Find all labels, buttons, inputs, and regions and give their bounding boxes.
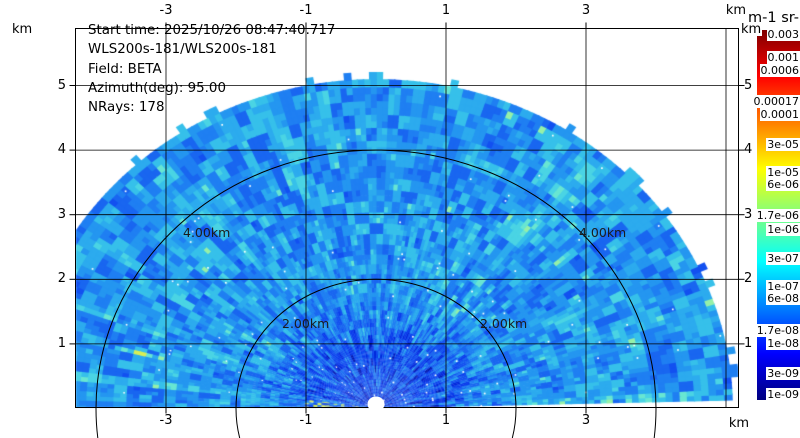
range-ring-label-left: 4.00km	[183, 225, 230, 240]
x-axis-unit-top: km	[725, 3, 747, 18]
colorbar-tick-label: 1.7e-08	[755, 323, 800, 337]
x-tick-label-top: 3	[581, 3, 591, 18]
scan-info-block: Start time: 2025/10/26 08:47:40.717 WLS20…	[88, 21, 335, 117]
x-tick-label-top: 1	[441, 3, 451, 18]
colorbar-tick-label: 1e-08	[766, 336, 800, 350]
y-tick-label-right: 4	[744, 142, 753, 158]
x-tick-label-bottom: 3	[581, 413, 591, 428]
colorbar-tick-label: 1e-09	[766, 388, 800, 401]
x-axis-unit-bottom: km	[728, 416, 750, 431]
colorbar-tick-label: 6e-08	[766, 292, 800, 306]
y-tick-label-left: 2	[57, 271, 66, 287]
y-tick-label-left: 4	[57, 142, 66, 158]
y-tick-label-right: 3	[744, 206, 753, 222]
range-ring-2km	[235, 278, 517, 438]
range-ring-4km	[95, 149, 657, 438]
range-ring-label-left: 2.00km	[282, 316, 329, 331]
plot-border	[75, 28, 739, 408]
x-tick-label-top: -1	[299, 3, 313, 18]
colorbar-tick-label: 3e-05	[766, 138, 800, 152]
x-tick-label-bottom: 1	[441, 413, 451, 428]
colorbar-tick-label: 3e-09	[766, 366, 800, 380]
scan-info-line: NRays: 178	[88, 100, 165, 116]
range-ring-label-right: 2.00km	[480, 316, 527, 331]
origin-marker	[367, 396, 385, 412]
colorbar: 0.003 0.001 0.0006 0.00017 0.0001 3e-05 1e-05 6…	[752, 28, 800, 401]
y-axis-unit-left: km	[12, 22, 33, 37]
x-tick-label-bottom: -1	[299, 413, 313, 428]
colorbar-tick-label: 0.0006	[759, 63, 800, 77]
x-tick-label-top: -3	[159, 3, 173, 18]
colorbar-tick-label: 0.001	[766, 51, 800, 65]
y-tick-label-right: 1	[744, 335, 753, 351]
colorbar-tick-label: 0.00017	[752, 95, 800, 109]
range-ring-label-right: 4.00km	[579, 225, 626, 240]
scan-info-line: Start time: 2025/10/26 08:47:40.717	[88, 23, 336, 38]
y-tick-label-left: 5	[57, 77, 66, 93]
scan-info-line: WLS200s-181/WLS200s-181	[88, 42, 277, 58]
y-tick-label-left: 3	[57, 206, 66, 222]
colorbar-tick-label: 0.003	[766, 28, 800, 41]
colorbar-tick-label: 6e-06	[766, 178, 800, 192]
y-tick-label-left: 1	[57, 335, 66, 351]
scan-info-line: Field: BETA	[88, 61, 162, 77]
colorbar-tick-label: 3e-07	[766, 252, 800, 266]
y-tick-label-right: 2	[744, 271, 753, 287]
scan-info-line: Azimuth(deg): 95.00	[88, 80, 226, 96]
y-tick-label-right: 5	[744, 77, 753, 93]
colorbar-tick-label: 1e-07	[766, 279, 800, 293]
y-axis-unit-right: km	[740, 22, 763, 37]
colorbar-title: m-1 sr-1	[748, 10, 800, 26]
colorbar-tick-label: 0.0001	[759, 108, 800, 122]
colorbar-tick-label: 1e-06	[766, 222, 800, 236]
colorbar-tick-label: 1e-05	[766, 165, 800, 179]
x-tick-label-bottom: -3	[159, 413, 173, 428]
colorbar-tick-label: 1.7e-06	[755, 209, 800, 223]
